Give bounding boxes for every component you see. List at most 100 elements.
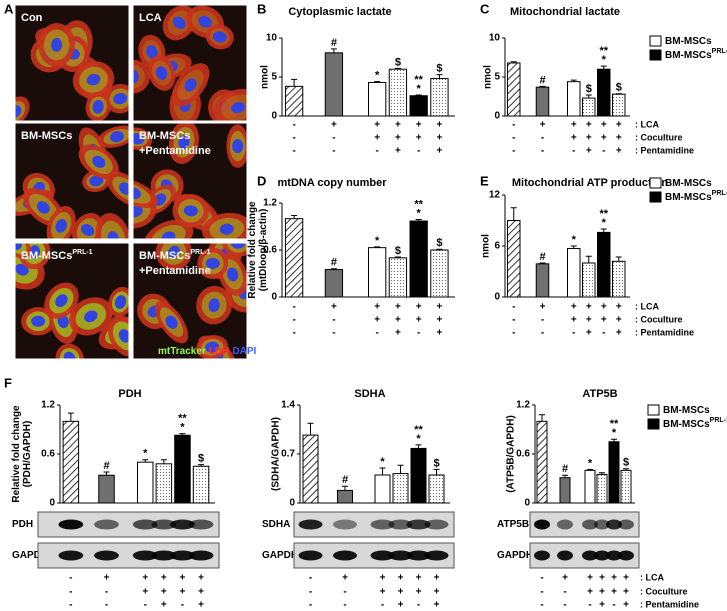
y-axis-label: (SDHA/GAPDH) [271, 417, 282, 491]
condition-mark: - [292, 120, 295, 131]
stain-label: mtTracker [158, 346, 206, 357]
significance-mark: $ [436, 63, 442, 75]
blot-band [424, 550, 449, 561]
bar [388, 257, 408, 298]
bar [337, 489, 353, 504]
y-tick-label: 1.2 [263, 198, 277, 209]
nucleus [86, 74, 101, 86]
chart-title: Mitochondrial ATP production [512, 177, 669, 189]
bar [596, 473, 608, 504]
significance-mark: ** [414, 198, 423, 210]
nucleus [92, 99, 104, 114]
condition-label: : Coculture [635, 132, 683, 142]
significance-mark: ** [599, 45, 608, 57]
error-bar [599, 472, 605, 475]
condition-mark: + [586, 315, 592, 326]
nucleus [113, 93, 128, 105]
legend-swatch [649, 49, 662, 61]
bar [368, 81, 387, 117]
legend-label-sup: PRL-1 [712, 190, 727, 197]
significance-mark: # [103, 460, 109, 472]
significance-mark: # [342, 474, 348, 486]
condition-mark: + [601, 133, 607, 144]
error-bar [330, 48, 337, 53]
nucleus [208, 298, 220, 313]
nucleus [107, 231, 119, 239]
y-tick-label: 0 [524, 498, 530, 509]
condition-mark: + [374, 302, 380, 313]
condition-mark: - [612, 600, 615, 611]
bar [155, 463, 173, 504]
micrograph [15, 243, 129, 359]
error-bar [587, 469, 593, 471]
image-label-text: Con [21, 12, 43, 24]
significance-mark: * [572, 234, 577, 246]
condition-mark: + [623, 600, 629, 611]
condition-mark: + [562, 573, 568, 584]
bar [584, 469, 596, 504]
image-label-sup: PRL-1 [190, 249, 210, 256]
chart-title: mtDNA copy number [278, 177, 388, 189]
image-label: LCA [139, 12, 162, 24]
condition-mark: + [616, 328, 622, 339]
condition-mark: + [437, 146, 443, 157]
condition-mark: - [332, 328, 335, 339]
condition-mark: + [198, 587, 204, 598]
condition-mark: - [512, 302, 515, 313]
significance-mark: $ [436, 237, 442, 249]
nucleus [133, 187, 141, 199]
significance-mark: $ [395, 245, 401, 257]
condition-mark: - [563, 600, 566, 611]
image-label-sup: PRL-1 [72, 249, 92, 256]
condition-mark: + [331, 120, 337, 131]
significance-mark: * [417, 83, 422, 95]
condition-mark: - [512, 315, 515, 326]
nucleus [15, 263, 29, 276]
blot-band [406, 550, 431, 561]
condition-mark: + [161, 600, 167, 611]
blot-band [582, 519, 598, 530]
condition-mark: + [616, 133, 622, 144]
bar [137, 461, 154, 504]
condition-mark: + [434, 573, 440, 584]
condition-label: : Pentamidine [635, 327, 694, 337]
nucleus [114, 295, 127, 309]
nucleus [231, 101, 245, 114]
significance-mark: ** [414, 74, 423, 86]
significance-mark: # [562, 463, 568, 475]
significance-mark: $ [433, 457, 439, 469]
nucleus [28, 245, 40, 260]
image-label: BM-MSCs [21, 130, 72, 142]
condition-mark: + [599, 587, 605, 598]
blot-band [333, 519, 357, 530]
bar [430, 78, 449, 117]
chart-title: ATP5B [582, 388, 617, 400]
condition-mark: + [198, 600, 204, 611]
significance-mark: $ [616, 82, 622, 94]
legend-label: BM-MSCsPRL-1 [665, 48, 727, 60]
error-bar [342, 485, 348, 491]
condition-mark: - [292, 302, 295, 313]
y-tick-label: 10 [266, 33, 278, 44]
condition-mark: + [398, 600, 404, 611]
error-bar [374, 246, 381, 248]
blot-band [94, 550, 119, 561]
error-bar [433, 468, 440, 475]
legend-label-text: BM-MSCs [665, 192, 712, 203]
condition-mark: + [571, 302, 577, 313]
panel-letter: F [4, 375, 12, 390]
chart-title: SDHA [354, 388, 385, 400]
nucleus [31, 315, 46, 327]
nucleus [212, 31, 227, 43]
bar [567, 248, 581, 298]
legend-label-text: BM-MSCs [665, 178, 712, 189]
condition-mark: + [374, 315, 380, 326]
blot-band [370, 519, 395, 530]
blot-band [132, 550, 158, 561]
y-tick-label: 0.6 [516, 449, 530, 460]
condition-label: : Pentamidine [640, 599, 699, 609]
condition-mark: - [512, 146, 515, 157]
y-tick-label: 0 [49, 498, 55, 509]
bar [324, 269, 344, 298]
